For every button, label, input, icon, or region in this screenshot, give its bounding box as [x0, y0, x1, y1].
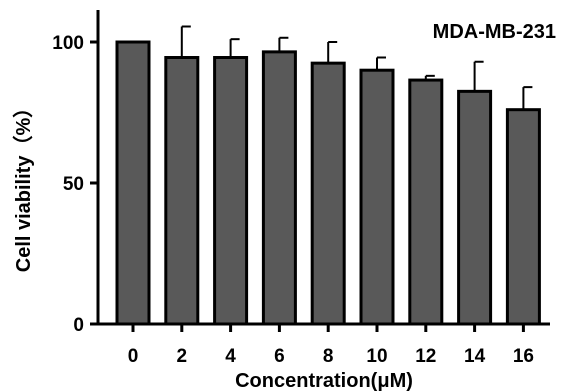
bar-6 — [261, 50, 297, 326]
bars-layer — [115, 40, 541, 326]
y-ticks: 0 50 100 — [52, 33, 98, 336]
x-tick-label: 14 — [464, 346, 486, 367]
x-tick-label: 16 — [513, 346, 534, 367]
bar-2 — [164, 56, 200, 326]
x-tick-label: 12 — [415, 346, 436, 367]
x-tick-label: 2 — [177, 346, 188, 367]
x-tick-label: 6 — [274, 346, 285, 367]
bar-16 — [505, 108, 541, 326]
x-tick-label: 10 — [366, 346, 387, 367]
x-ticks: 0 2 4 6 8 10 12 14 16 — [128, 324, 534, 367]
error-bars-layer — [180, 25, 533, 110]
bar-8 — [310, 61, 346, 326]
y-axis-title: Cell viability（%） — [12, 98, 35, 273]
y-tick-label: 50 — [63, 174, 84, 195]
y-tick-label: 100 — [52, 33, 84, 54]
x-tick-label: 4 — [225, 346, 236, 367]
x-tick-label: 8 — [323, 346, 334, 367]
bar-14 — [457, 89, 493, 326]
bar-4 — [213, 56, 249, 326]
bar-12 — [408, 78, 444, 326]
y-tick-label: 0 — [73, 315, 84, 336]
bar-0 — [115, 40, 151, 326]
x-axis-title: Concentration(μM) — [235, 370, 413, 391]
x-tick-label: 0 — [128, 346, 139, 367]
bar-10 — [359, 68, 395, 326]
chart-annotation: MDA-MB-231 — [433, 21, 556, 43]
